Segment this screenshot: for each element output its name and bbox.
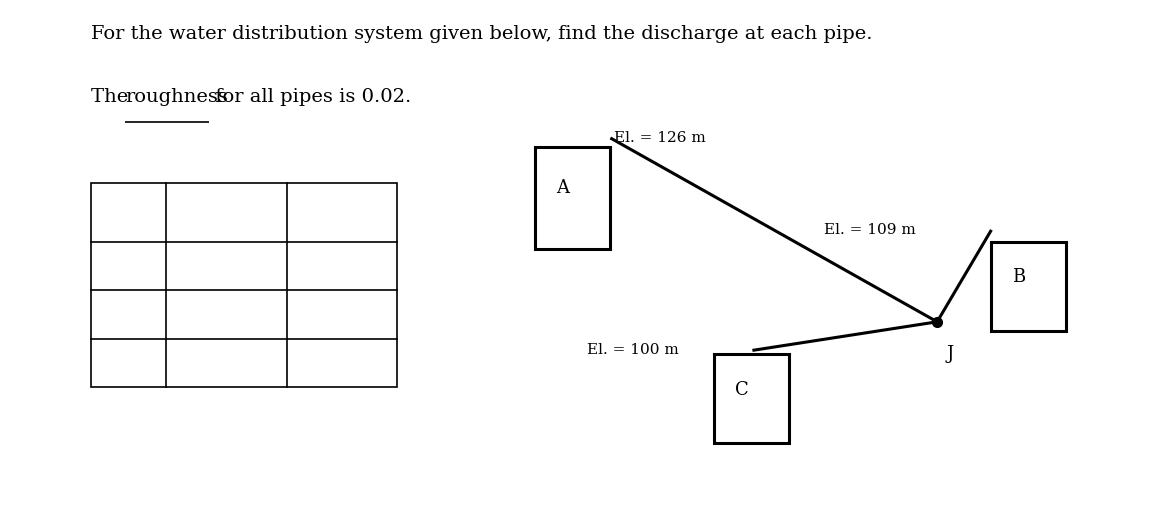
Text: 350: 350 — [299, 257, 333, 275]
Text: Diameter: Diameter — [184, 192, 269, 210]
Text: El. = 126 m: El. = 126 m — [614, 131, 706, 145]
Text: 200: 200 — [299, 305, 333, 323]
Text: roughness: roughness — [126, 88, 228, 106]
Text: 15: 15 — [178, 257, 200, 275]
Bar — [91, 183, 397, 387]
Text: El. = 109 m: El. = 109 m — [823, 223, 915, 237]
Text: 250: 250 — [299, 354, 333, 372]
Text: El. = 100 m: El. = 100 m — [587, 344, 679, 358]
Text: A: A — [556, 179, 570, 197]
Text: 10: 10 — [178, 354, 200, 372]
Text: AJ: AJ — [119, 257, 138, 275]
Text: CJ: CJ — [117, 354, 138, 372]
Text: (cm): (cm) — [206, 214, 247, 233]
Text: C: C — [735, 381, 749, 399]
Text: for all pipes is 0.02.: for all pipes is 0.02. — [208, 88, 411, 106]
Text: B: B — [1013, 268, 1026, 286]
Text: 10: 10 — [178, 305, 200, 323]
Text: For the water distribution system given below, find the discharge at each pipe.: For the water distribution system given … — [91, 24, 872, 43]
Text: Length: Length — [309, 192, 374, 210]
Text: J: J — [947, 345, 954, 363]
Text: BJ: BJ — [117, 305, 138, 323]
Text: Pipe: Pipe — [108, 192, 149, 210]
Text: (m): (m) — [327, 214, 357, 233]
Text: The: The — [91, 88, 134, 106]
